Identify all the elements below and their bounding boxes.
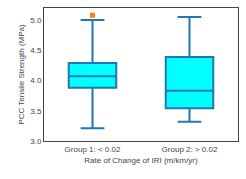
svg-text:Group 2: > 0.02: Group 2: > 0.02 <box>162 145 218 154</box>
svg-text:4.0: 4.0 <box>30 76 42 85</box>
svg-text:4.5: 4.5 <box>30 46 42 55</box>
svg-text:3.5: 3.5 <box>30 107 42 116</box>
svg-text:Group 1: < 0.02: Group 1: < 0.02 <box>65 145 121 154</box>
svg-text:3.0: 3.0 <box>30 137 42 146</box>
svg-text:Rate of Change of IRI (m/km/yr: Rate of Change of IRI (m/km/yr) <box>84 156 198 165</box>
svg-text:5.0: 5.0 <box>30 16 42 25</box>
svg-text:PCC Tensile Strength (MPa): PCC Tensile Strength (MPa) <box>17 24 26 125</box>
